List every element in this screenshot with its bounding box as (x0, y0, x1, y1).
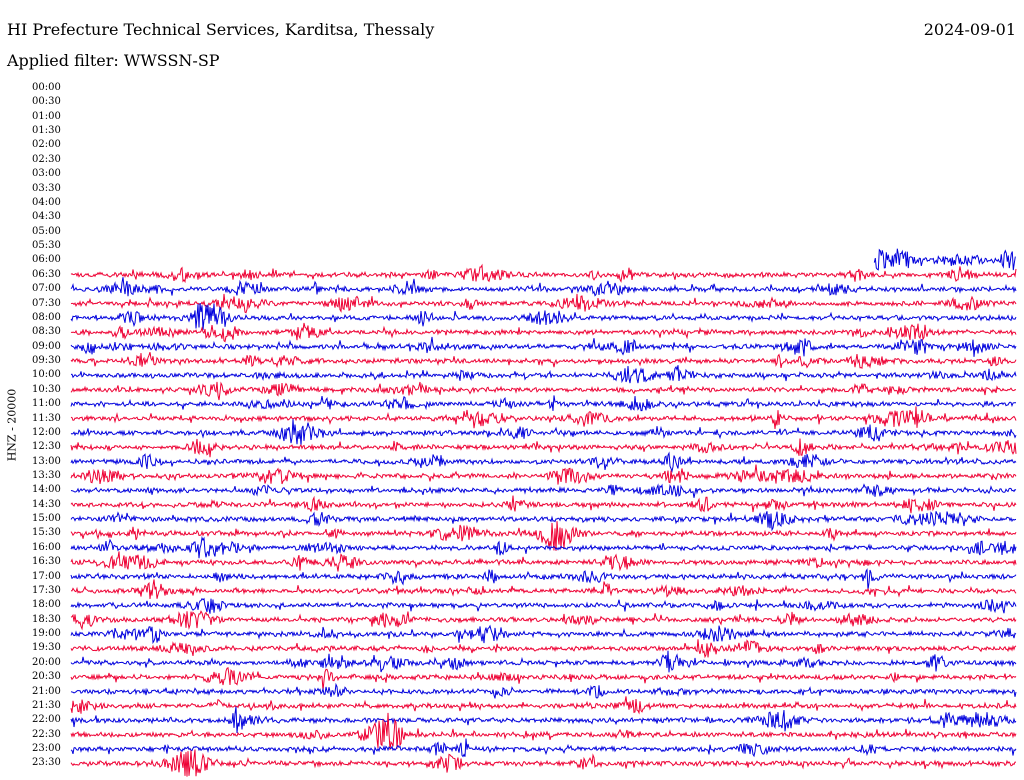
time-label: 15:00 (32, 513, 61, 525)
time-label: 23:00 (32, 743, 61, 755)
trace-row-1800 (70, 597, 1017, 614)
time-label: 15:30 (32, 527, 61, 539)
time-label: 04:30 (32, 211, 61, 223)
time-label: 06:00 (32, 254, 61, 266)
time-axis: 00:00 00:30 01:00 01:30 02:00 02:30 03:00 03:30… (0, 0, 70, 780)
time-label: 04:00 (32, 196, 61, 208)
time-label: 00:30 (32, 96, 61, 108)
time-label: 08:00 (32, 311, 61, 323)
time-label: 10:00 (32, 369, 61, 381)
time-label: 11:30 (32, 412, 61, 424)
time-label: 14:30 (32, 498, 61, 510)
time-label: 05:30 (32, 240, 61, 252)
time-label: 16:30 (32, 556, 61, 568)
trace-row-1900 (70, 624, 1017, 645)
time-label: 06:30 (32, 268, 61, 280)
trace-row-1030 (70, 381, 1017, 401)
time-label: 13:00 (32, 455, 61, 467)
trace-row-2000 (70, 650, 1017, 673)
trace-row-0630 (70, 263, 1017, 284)
trace-row-0800 (70, 302, 1017, 330)
time-label: 14:00 (32, 484, 61, 496)
trace-row-2130 (70, 696, 1017, 715)
trace-row-2200 (70, 706, 1017, 734)
time-label: 17:30 (32, 584, 61, 596)
trace-row-1700 (70, 568, 1017, 590)
time-label: 22:00 (32, 714, 61, 726)
trace-row-1930 (70, 639, 1017, 659)
trace-row-1830 (70, 610, 1017, 631)
station-title: HI Prefecture Technical Services, Kardit… (7, 20, 435, 39)
trace-row-0600 (873, 248, 1016, 271)
trace-row-1200 (70, 419, 1017, 446)
trace-row-1230 (70, 438, 1017, 458)
time-label: 00:00 (32, 82, 61, 93)
trace-row-1430 (70, 495, 1017, 514)
trace-row-2100 (70, 682, 1017, 699)
time-label: 07:00 (32, 283, 61, 295)
time-label: 20:00 (32, 656, 61, 668)
trace-row-1530 (70, 521, 1017, 551)
time-label: 19:00 (32, 628, 61, 640)
record-date: 2024-09-01 (923, 20, 1016, 39)
time-label: 02:00 (32, 139, 61, 151)
time-label: 21:30 (32, 699, 61, 711)
time-label: 08:30 (32, 326, 61, 338)
time-label: 22:30 (32, 728, 61, 740)
trace-row-1000 (70, 365, 1017, 384)
trace-row-1130 (70, 406, 1017, 430)
trace-row-1100 (70, 395, 1016, 412)
time-label: 01:30 (32, 125, 61, 137)
time-label: 11:00 (32, 398, 61, 410)
trace-row-2030 (70, 666, 1017, 691)
time-label: 07:30 (32, 297, 61, 309)
trace-row-2230 (70, 712, 1017, 750)
trace-row-1600 (70, 536, 1017, 559)
time-label: 20:30 (32, 671, 61, 683)
time-label: 16:00 (32, 541, 61, 553)
time-label: 03:00 (32, 168, 61, 180)
time-label: 18:30 (32, 613, 61, 625)
time-label: 13:30 (32, 469, 61, 481)
trace-row-1500 (70, 511, 1017, 532)
trace-row-2300 (70, 738, 1017, 758)
filter-label: Applied filter: WWSSN-SP (7, 51, 220, 70)
trace-row-1300 (70, 451, 1017, 473)
time-label: 01:00 (32, 110, 61, 122)
time-label: 23:30 (32, 757, 61, 769)
time-label: 02:30 (32, 153, 61, 165)
trace-row-0900 (70, 336, 1017, 357)
time-label: 18:00 (32, 599, 61, 611)
trace-row-0730 (70, 293, 1017, 314)
time-label: 17:00 (32, 570, 61, 582)
trace-row-1730 (70, 579, 1017, 600)
trace-row-0830 (70, 322, 1017, 343)
time-label: 03:30 (32, 182, 61, 194)
time-label: 21:00 (32, 685, 61, 697)
trace-row-2330 (70, 749, 1016, 777)
time-label: 10:30 (32, 383, 61, 395)
trace-row-1400 (70, 483, 1017, 498)
time-label: 12:00 (32, 426, 61, 438)
time-label: 19:30 (32, 642, 61, 654)
time-label: 05:00 (32, 225, 61, 237)
trace-row-1630 (70, 551, 1017, 572)
time-label: 12:30 (32, 441, 61, 453)
trace-row-1330 (70, 464, 1017, 485)
trace-row-0700 (70, 277, 1017, 297)
trace-row-0930 (70, 352, 1017, 369)
time-label: 09:30 (32, 355, 61, 367)
time-label: 09:00 (32, 340, 61, 352)
